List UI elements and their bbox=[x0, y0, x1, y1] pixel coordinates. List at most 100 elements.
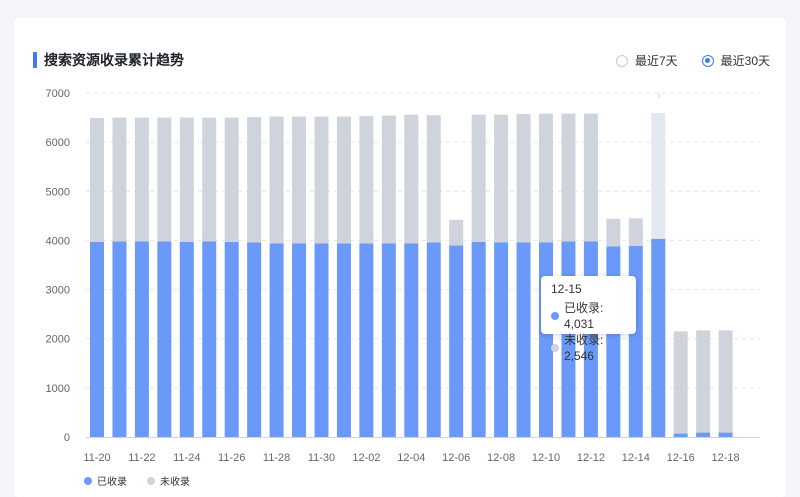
tooltip-date: 12-15 bbox=[551, 282, 582, 296]
bar-not-indexed bbox=[314, 116, 329, 244]
range-7-days-label: 最近7天 bbox=[634, 54, 678, 68]
bar-not-indexed bbox=[583, 113, 598, 242]
bar-not-indexed bbox=[90, 118, 104, 242]
legend-not-indexed-label: 未收录 bbox=[160, 477, 190, 488]
tooltip-row-not-indexed: 未收录: 2,546 bbox=[551, 332, 636, 364]
x-tick-label: 11-26 bbox=[218, 452, 245, 464]
legend-indexed-label: 已收录 bbox=[97, 477, 127, 488]
bar-not-indexed bbox=[179, 117, 194, 242]
bar-not-indexed bbox=[269, 116, 284, 244]
bar-not-indexed bbox=[134, 117, 149, 242]
bar-not-indexed bbox=[404, 114, 419, 244]
range-7-days-radio[interactable]: 最近7天 bbox=[615, 52, 678, 69]
bar-indexed bbox=[247, 242, 262, 437]
bar-not-indexed bbox=[471, 114, 486, 242]
bar-indexed bbox=[157, 241, 172, 437]
bar-indexed bbox=[516, 242, 531, 437]
bar-not-indexed bbox=[112, 117, 127, 242]
x-tick-label: 12-14 bbox=[622, 452, 650, 464]
bar-indexed bbox=[269, 243, 284, 437]
y-tick-label: 2000 bbox=[46, 334, 70, 346]
bar-not-indexed bbox=[718, 330, 733, 433]
bar-indexed bbox=[314, 243, 329, 437]
bar-indexed bbox=[449, 245, 464, 437]
bar-indexed bbox=[336, 243, 351, 437]
legend-item-not-indexed[interactable]: 未收录 bbox=[147, 473, 190, 488]
y-tick-label: 0 bbox=[64, 432, 70, 444]
bar-indexed bbox=[224, 241, 239, 437]
bar-not-indexed bbox=[696, 330, 711, 433]
x-tick-label: 12-06 bbox=[442, 452, 470, 464]
bar-indexed bbox=[359, 243, 374, 437]
x-tick-label: 11-22 bbox=[128, 452, 155, 464]
bar-not-indexed bbox=[247, 117, 262, 243]
bar-indexed bbox=[292, 243, 307, 437]
bar-indexed bbox=[404, 243, 419, 437]
bar-not-indexed bbox=[628, 218, 643, 246]
x-tick-label: 12-10 bbox=[532, 452, 560, 464]
y-tick-label: 5000 bbox=[46, 186, 70, 198]
bar-not-indexed bbox=[449, 219, 464, 246]
tooltip-row-indexed: 已收录: 4,031 bbox=[551, 300, 636, 332]
bar-not-indexed bbox=[381, 115, 396, 244]
bar-not-indexed bbox=[606, 218, 621, 247]
y-tick-label: 3000 bbox=[46, 285, 70, 297]
bar-indexed bbox=[90, 241, 104, 437]
chart-tooltip: 12-15 已收录: 4,031 未收录: 2,546 bbox=[541, 276, 636, 363]
x-tick-label: 11-24 bbox=[173, 452, 200, 464]
bar-indexed bbox=[112, 241, 127, 437]
bar-not-indexed bbox=[157, 117, 172, 242]
tooltip-not-indexed-text: 未收录: 2,546 bbox=[563, 333, 604, 363]
x-tick-label: 12-04 bbox=[397, 452, 425, 464]
x-tick-label: 11-28 bbox=[263, 452, 290, 464]
bar-indexed bbox=[471, 241, 486, 437]
bar-indexed bbox=[696, 432, 711, 437]
bar-not-indexed bbox=[673, 331, 688, 434]
x-tick-label: 12-02 bbox=[352, 452, 380, 464]
bar-not-indexed bbox=[359, 116, 374, 244]
x-tick-label: 11-30 bbox=[308, 452, 335, 464]
bar-indexed bbox=[134, 241, 149, 437]
bar-not-indexed bbox=[224, 117, 239, 242]
radio-dot-icon bbox=[615, 54, 628, 67]
bar-indexed bbox=[651, 238, 666, 437]
bar-not-indexed bbox=[292, 116, 307, 244]
x-tick-label: 12-16 bbox=[667, 452, 695, 464]
bar-not-indexed bbox=[494, 114, 509, 243]
bar-indexed bbox=[381, 243, 396, 437]
legend-indexed-swatch-icon bbox=[84, 476, 92, 485]
y-tick-label: 4000 bbox=[46, 235, 70, 247]
bar-indexed bbox=[673, 433, 688, 437]
bar-indexed bbox=[202, 241, 217, 437]
bar-indexed bbox=[494, 242, 509, 437]
not-indexed-swatch-icon bbox=[551, 344, 559, 352]
bar-indexed bbox=[426, 242, 441, 437]
bar-not-indexed bbox=[516, 114, 531, 243]
range-30-days-label: 最近30天 bbox=[720, 54, 770, 68]
legend-item-indexed[interactable]: 已收录 bbox=[84, 473, 127, 488]
chart-legend: 已收录 未收录 bbox=[84, 473, 190, 488]
y-tick-label: 7000 bbox=[46, 88, 70, 100]
title-accent-bar bbox=[33, 52, 37, 68]
bar-not-indexed bbox=[561, 113, 576, 242]
range-selector: 最近7天 最近30天 bbox=[615, 52, 770, 69]
bar-not-indexed bbox=[336, 116, 351, 244]
bar-indexed bbox=[718, 432, 733, 437]
y-tick-label: 6000 bbox=[46, 137, 70, 149]
bar-indexed bbox=[179, 241, 194, 437]
legend-not-indexed-swatch-icon bbox=[147, 476, 155, 485]
x-tick-label: 12-08 bbox=[487, 452, 515, 464]
radio-dot-icon bbox=[701, 54, 714, 67]
chart-title: 搜索资源收录累计趋势 bbox=[44, 52, 184, 68]
indexed-swatch-icon bbox=[551, 312, 559, 320]
tooltip-indexed-text: 已收录: 4,031 bbox=[563, 301, 604, 331]
bar-not-indexed bbox=[202, 117, 217, 242]
y-tick-label: 1000 bbox=[46, 383, 70, 395]
x-tick-label: 11-20 bbox=[83, 452, 110, 464]
range-30-days-radio[interactable]: 最近30天 bbox=[701, 52, 770, 69]
x-tick-label: 12-12 bbox=[577, 452, 605, 464]
bar-not-indexed bbox=[539, 113, 553, 243]
bar-not-indexed bbox=[426, 115, 441, 243]
x-tick-label: 12-18 bbox=[712, 452, 740, 464]
